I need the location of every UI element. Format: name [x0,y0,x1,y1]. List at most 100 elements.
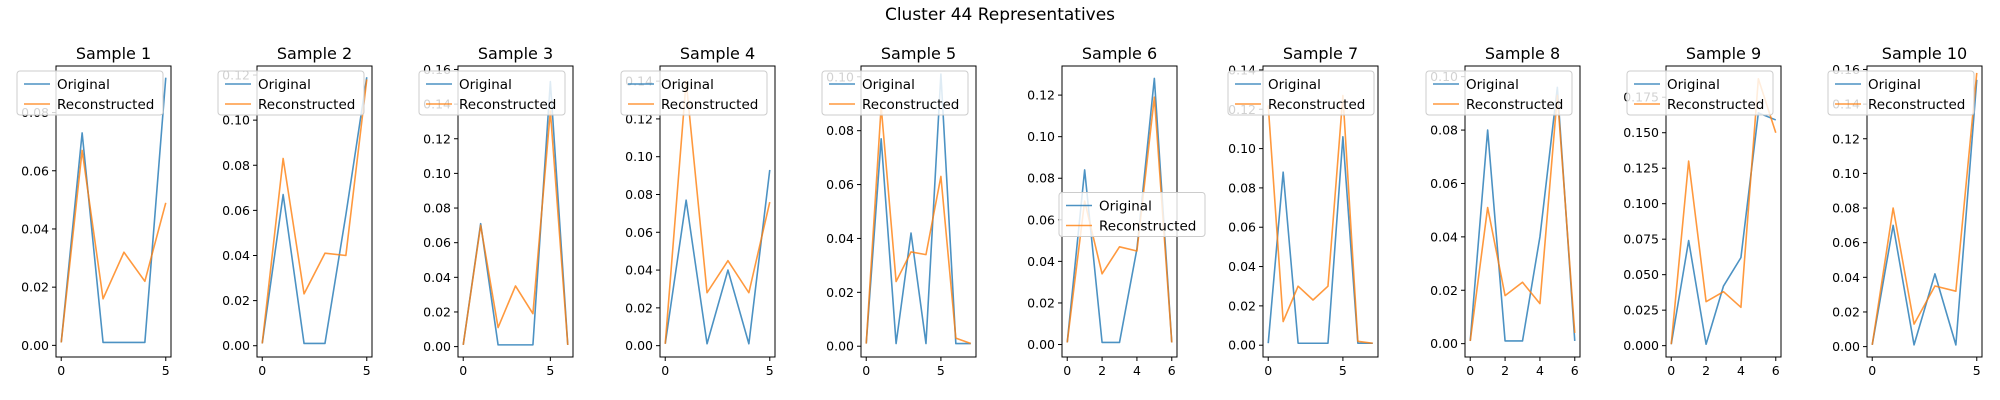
x-tick-label: 0 [661,363,669,378]
y-tick-label: 0.125 [1623,161,1659,176]
y-tick-label: 0.06 [1228,220,1256,235]
series-reconstructed-line [60,149,167,343]
axes-frame [1262,65,1379,358]
legend: Original Reconstructed [620,70,768,116]
legend: Original Reconstructed [1425,70,1573,116]
y-tick-label: 0.000 [1623,338,1659,353]
y-tick-label: 0.04 [625,263,653,278]
y-tick-label: 0.12 [1832,131,1860,146]
x-tick-label: 0 [1063,363,1071,378]
series-original-line [1871,79,1978,346]
y-tick-label: 0.08 [1228,180,1256,195]
y-tick-label: 0.10 [222,113,250,128]
y-tick-label: 0.04 [1430,229,1458,244]
series-original-line [664,169,771,345]
x-tick-label: 0 [258,363,266,378]
x-tick-label: 2 [1702,363,1710,378]
x-tick-label: 0 [1667,363,1675,378]
x-tick-label: 0 [1466,363,1474,378]
legend: Original Reconstructed [1227,70,1375,116]
y-tick-label: 0.100 [1623,196,1659,211]
series-reconstructed-line [1871,72,1978,346]
x-tick-label: 5 [766,363,774,378]
legend-reconstructed-label: Reconstructed [1466,97,1563,113]
axes-frame [457,65,574,358]
series-reconstructed-line [865,105,972,345]
x-tick-label: 6 [1168,363,1176,378]
x-tick-label: 0 [1264,363,1272,378]
legend-box [1058,192,1206,237]
legend-reconstructed-label: Reconstructed [1099,219,1196,235]
y-tick-label: 0.10 [1027,129,1055,144]
legend-original-label: Original [459,77,512,93]
subplot-title: Sample 1 [76,44,151,63]
y-tick-label: 0.00 [423,339,451,354]
legend-original-label: Original [57,77,110,93]
y-tick-label: 0.08 [826,123,854,138]
y-tick-label: 0.04 [222,248,250,263]
subplot-title: Sample 8 [1485,44,1560,63]
x-tick-label: 5 [546,363,554,378]
axes-frame [1866,65,1983,358]
x-tick-label: 4 [1133,363,1141,378]
y-tick-label: 0.02 [1430,283,1458,298]
y-tick-label: 0.02 [222,293,250,308]
legend-box [620,70,768,116]
y-tick-label: 0.10 [423,166,451,181]
y-tick-label: 0.00 [21,338,49,353]
y-tick-label: 0.150 [1623,125,1659,140]
series-reconstructed-line [1267,94,1373,345]
y-tick-label: 0.06 [625,225,653,240]
y-tick-label: 0.06 [1027,212,1055,227]
subplot-6: Sample 6 0.00 0.02 0.04 0.06 0.08 0.10 0.12 0 2 4 6… [1027,44,1206,378]
legend-reconstructed-label: Reconstructed [1868,97,1965,113]
y-tick-label: 0.06 [21,163,49,178]
legend-box [217,70,365,116]
series-original-line [261,77,368,345]
y-tick-label: 0.02 [826,285,854,300]
y-tick-label: 0.00 [222,338,250,353]
legend-original-label: Original [1466,77,1519,93]
y-tick-label: 0.06 [1832,235,1860,250]
subplot-8: Sample 80.000.020.040.060.080.100246Orig… [1425,44,1581,378]
legend-box [821,70,969,116]
x-tick-label: 0 [459,363,467,378]
legend-reconstructed-label: Reconstructed [459,97,556,113]
y-tick-label: 0.050 [1623,267,1659,282]
legend-reconstructed-label: Reconstructed [258,97,355,113]
y-tick-label: 0.00 [625,338,653,353]
y-tick-label: 0.04 [21,221,49,236]
axes-frame [1665,65,1782,358]
x-tick-label: 0 [862,363,870,378]
subplot-title: Sample 3 [478,44,553,63]
legend-original-label: Original [862,77,915,93]
y-tick-label: 0.02 [21,280,49,295]
subplot-title: Sample 5 [881,44,956,63]
subplot-3: Sample 30.000.020.040.060.080.100.120.14… [418,44,574,378]
legend: Original Reconstructed [821,70,969,116]
y-tick-label: 0.00 [826,339,854,354]
legend-original-label: Original [1268,77,1321,93]
y-tick-label: 0.04 [826,231,854,246]
subplot-title: Sample 9 [1686,44,1761,63]
legend-box [1626,70,1774,116]
axes-frame [55,65,172,358]
y-tick-label: 0.00 [1027,337,1055,352]
series-reconstructed-line [261,79,368,344]
legend: Original Reconstructed [418,70,566,116]
x-tick-label: 5 [1339,363,1347,378]
y-tick-label: 0.075 [1623,232,1659,247]
subplot-2: Sample 20.000.020.040.060.080.100.1205Or… [217,44,373,378]
legend: Original Reconstructed [16,70,164,116]
y-tick-label: 0.02 [1027,295,1055,310]
legend-original-label: Original [661,77,714,93]
y-tick-label: 0.08 [222,158,250,173]
subplot-4: Sample 40.000.020.040.060.080.100.120.14… [620,44,776,378]
y-tick-label: 0.08 [1430,123,1458,138]
series-original-line [865,73,971,345]
x-tick-label: 6 [1772,363,1780,378]
subplot-title: Sample 7 [1283,44,1358,63]
axes-frame [860,65,977,358]
legend-reconstructed-label: Reconstructed [57,97,154,113]
y-tick-label: 0.04 [1832,270,1860,285]
